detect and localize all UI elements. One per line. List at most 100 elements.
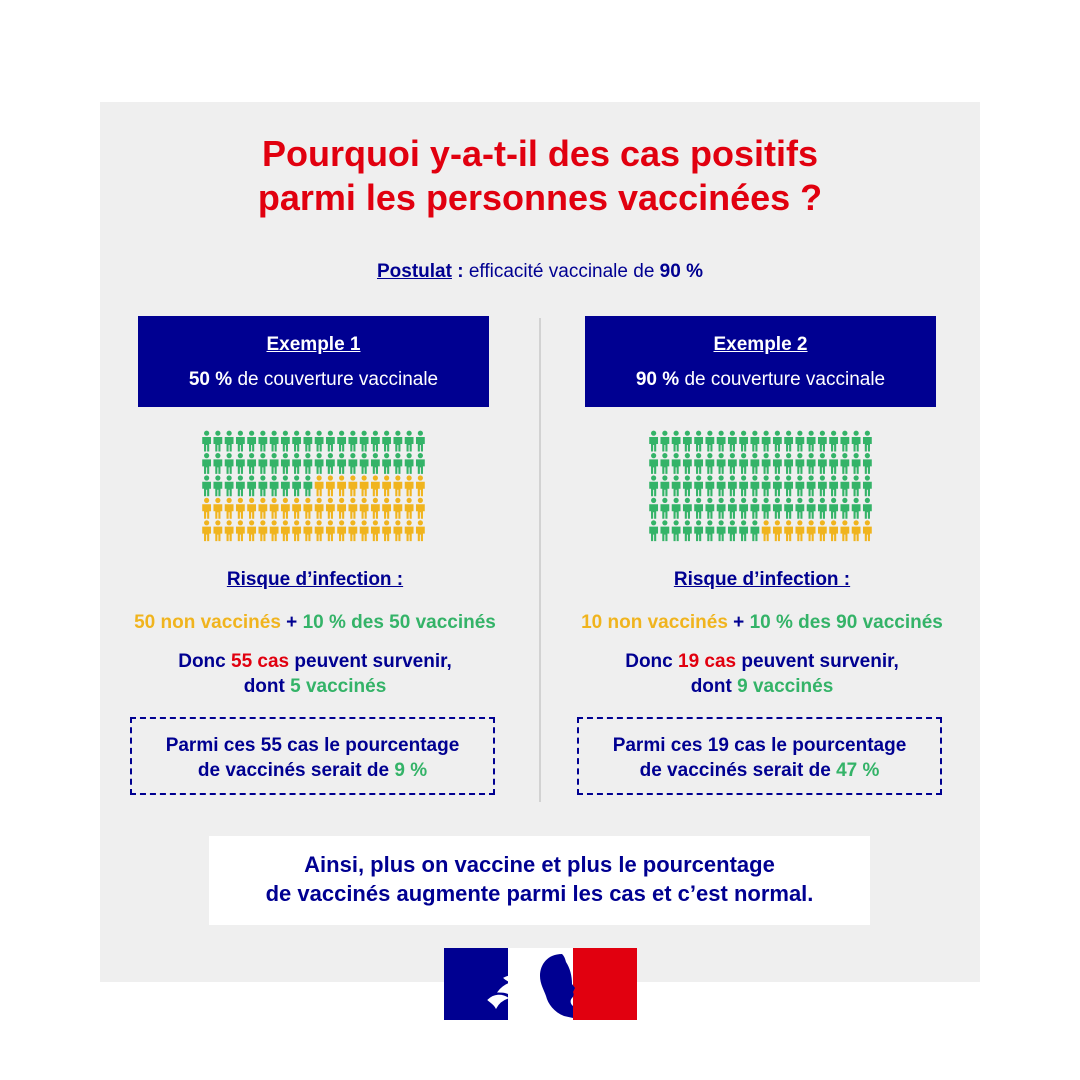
person-unvaccinated-icon xyxy=(404,497,414,519)
person-vaccinated-icon xyxy=(671,453,681,474)
person-vaccinated-icon xyxy=(660,497,670,519)
cases-summary: Donc 55 cas peuvent survenir, dont 5 vac… xyxy=(85,649,545,699)
person-vaccinated-icon xyxy=(269,430,279,452)
person-vaccinated-icon xyxy=(247,430,257,452)
person-vaccinated-icon xyxy=(671,430,681,452)
person-unvaccinated-icon xyxy=(337,520,347,542)
person-vaccinated-icon xyxy=(682,475,692,497)
person-vaccinated-icon xyxy=(247,475,257,497)
person-unvaccinated-icon xyxy=(404,520,414,542)
person-unvaccinated-icon xyxy=(235,497,245,519)
person-vaccinated-icon xyxy=(862,475,872,497)
person-unvaccinated-icon xyxy=(415,520,425,542)
person-vaccinated-icon xyxy=(694,430,704,452)
person-vaccinated-icon xyxy=(705,520,715,542)
person-unvaccinated-icon xyxy=(393,475,403,497)
person-vaccinated-icon xyxy=(393,453,403,474)
person-unvaccinated-icon xyxy=(292,497,302,519)
risk-formula: 10 non vaccinés + 10 % des 90 vaccinés xyxy=(502,611,1022,635)
person-unvaccinated-icon xyxy=(382,520,392,542)
person-vaccinated-icon xyxy=(739,453,749,474)
person-vaccinated-icon xyxy=(750,520,760,542)
person-vaccinated-icon xyxy=(370,430,380,452)
person-vaccinated-icon xyxy=(337,453,347,474)
person-vaccinated-icon xyxy=(750,497,760,519)
person-unvaccinated-icon xyxy=(303,520,313,542)
coverage-value: 50 % xyxy=(188,369,233,390)
person-vaccinated-icon xyxy=(739,520,749,542)
person-vaccinated-icon xyxy=(716,430,726,452)
result-line-2: de vaccinés serait de xyxy=(197,760,395,781)
risk-heading: Risque d’infection : xyxy=(226,569,404,590)
person-vaccinated-icon xyxy=(694,453,704,474)
person-vaccinated-icon xyxy=(840,430,850,452)
person-unvaccinated-icon xyxy=(370,520,380,542)
person-vaccinated-icon xyxy=(303,475,313,497)
person-vaccinated-icon xyxy=(314,430,324,452)
person-unvaccinated-icon xyxy=(817,520,827,542)
person-unvaccinated-icon xyxy=(393,520,403,542)
marianne-logo xyxy=(444,948,637,1020)
person-vaccinated-icon xyxy=(705,497,715,519)
person-vaccinated-icon xyxy=(750,430,760,452)
person-unvaccinated-icon xyxy=(359,475,369,497)
person-vaccinated-icon xyxy=(694,520,704,542)
person-unvaccinated-icon xyxy=(325,475,335,497)
person-vaccinated-icon xyxy=(269,453,279,474)
person-vaccinated-icon xyxy=(348,430,358,452)
cases-summary: Donc 19 cas peuvent survenir, dont 9 vac… xyxy=(532,649,992,699)
person-vaccinated-icon xyxy=(840,453,850,474)
person-vaccinated-icon xyxy=(382,430,392,452)
person-unvaccinated-icon xyxy=(258,520,268,542)
person-vaccinated-icon xyxy=(795,475,805,497)
plus-sign: + xyxy=(280,612,303,633)
person-vaccinated-icon xyxy=(806,453,816,474)
person-vaccinated-icon xyxy=(705,430,715,452)
person-vaccinated-icon xyxy=(202,430,212,452)
example-title: Exemple 2 xyxy=(713,334,808,355)
person-vaccinated-icon xyxy=(682,520,692,542)
example-header-box: Exemple 1 50 % de couverture vaccinale xyxy=(138,316,489,407)
person-unvaccinated-icon xyxy=(280,520,290,542)
person-vaccinated-icon xyxy=(671,520,681,542)
column-divider xyxy=(539,318,541,802)
person-vaccinated-icon xyxy=(303,453,313,474)
person-unvaccinated-icon xyxy=(224,497,234,519)
conclusion-box: Ainsi, plus on vaccine et plus le pource… xyxy=(209,836,870,925)
person-unvaccinated-icon xyxy=(348,520,358,542)
person-vaccinated-icon xyxy=(292,453,302,474)
person-vaccinated-icon xyxy=(739,430,749,452)
person-unvaccinated-icon xyxy=(247,520,257,542)
person-vaccinated-icon xyxy=(224,430,234,452)
person-vaccinated-icon xyxy=(851,497,861,519)
person-unvaccinated-icon xyxy=(359,497,369,519)
person-vaccinated-icon xyxy=(761,475,771,497)
person-unvaccinated-icon xyxy=(337,475,347,497)
person-vaccinated-icon xyxy=(258,430,268,452)
person-unvaccinated-icon xyxy=(224,520,234,542)
person-vaccinated-icon xyxy=(851,475,861,497)
person-vaccinated-icon xyxy=(784,497,794,519)
donc-suffix: peuvent survenir, xyxy=(736,651,899,672)
result-value: 9 % xyxy=(394,760,428,781)
person-vaccinated-icon xyxy=(682,430,692,452)
coverage-value: 90 % xyxy=(635,369,680,390)
person-vaccinated-icon xyxy=(739,497,749,519)
person-vaccinated-icon xyxy=(359,453,369,474)
person-vaccinated-icon xyxy=(829,430,839,452)
person-vaccinated-icon xyxy=(829,475,839,497)
person-vaccinated-icon xyxy=(649,520,659,542)
person-vaccinated-icon xyxy=(202,453,212,474)
donc-prefix: Donc xyxy=(625,651,679,672)
donc-suffix: peuvent survenir, xyxy=(289,651,452,672)
marianne-profile-icon xyxy=(540,954,575,1018)
person-vaccinated-icon xyxy=(213,430,223,452)
page-title: Pourquoi y-a-t-il des cas positifs parmi… xyxy=(100,132,980,220)
person-unvaccinated-icon xyxy=(348,497,358,519)
person-unvaccinated-icon xyxy=(415,497,425,519)
person-vaccinated-icon xyxy=(784,475,794,497)
person-vaccinated-icon xyxy=(727,497,737,519)
person-unvaccinated-icon xyxy=(325,520,335,542)
person-unvaccinated-icon xyxy=(213,497,223,519)
vaccinated-part: 10 % des 50 vaccinés xyxy=(302,612,496,633)
